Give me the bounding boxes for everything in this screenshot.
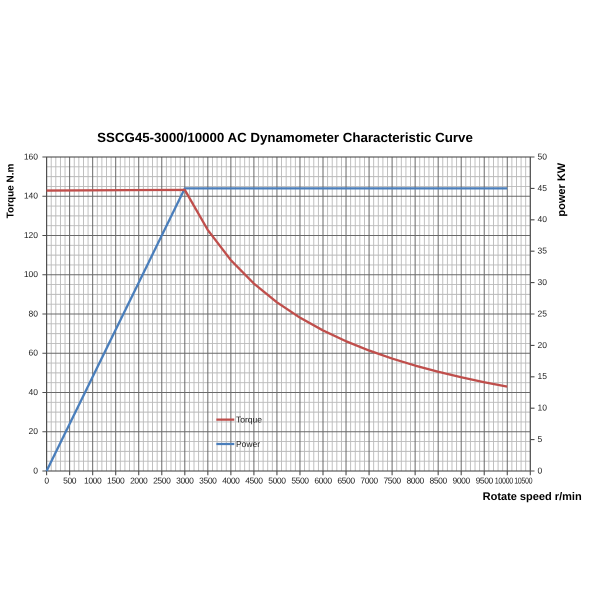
svg-text:Rotate speed r/min: Rotate speed r/min [483, 491, 582, 503]
svg-text:Torque N.m: Torque N.m [6, 163, 17, 218]
svg-text:20: 20 [538, 340, 548, 350]
svg-text:35: 35 [538, 246, 548, 256]
svg-text:15: 15 [538, 371, 548, 381]
svg-text:0: 0 [538, 465, 543, 475]
svg-text:6500: 6500 [337, 476, 355, 486]
svg-text:5500: 5500 [291, 476, 309, 486]
svg-text:10: 10 [538, 403, 548, 413]
svg-text:20: 20 [29, 426, 39, 436]
svg-text:Torque: Torque [236, 415, 262, 425]
svg-text:10000: 10000 [495, 476, 514, 486]
svg-text:140: 140 [24, 191, 38, 201]
svg-text:1500: 1500 [107, 476, 125, 486]
svg-text:5000: 5000 [268, 476, 286, 486]
svg-text:160: 160 [24, 151, 38, 161]
svg-text:1000: 1000 [84, 476, 102, 486]
svg-text:50: 50 [538, 151, 548, 161]
svg-text:power KW: power KW [556, 162, 568, 216]
svg-text:Power: Power [236, 439, 260, 449]
svg-text:4000: 4000 [222, 476, 240, 486]
svg-text:60: 60 [29, 348, 39, 358]
svg-text:10500: 10500 [514, 476, 533, 486]
svg-text:45: 45 [538, 183, 548, 193]
svg-text:500: 500 [63, 476, 77, 486]
svg-text:8000: 8000 [406, 476, 424, 486]
svg-text:30: 30 [538, 277, 548, 287]
svg-text:9000: 9000 [453, 476, 471, 486]
svg-text:7500: 7500 [383, 476, 401, 486]
svg-text:2500: 2500 [153, 476, 171, 486]
svg-text:5: 5 [538, 434, 543, 444]
svg-text:2000: 2000 [130, 476, 148, 486]
svg-text:7000: 7000 [360, 476, 378, 486]
svg-text:100: 100 [24, 269, 38, 279]
svg-text:40: 40 [29, 387, 39, 397]
svg-text:80: 80 [29, 308, 39, 318]
svg-text:0: 0 [44, 476, 49, 486]
svg-text:0: 0 [33, 465, 38, 475]
svg-text:25: 25 [538, 308, 548, 318]
svg-text:120: 120 [24, 230, 38, 240]
svg-text:9500: 9500 [476, 476, 494, 486]
svg-text:40: 40 [538, 214, 548, 224]
svg-text:6000: 6000 [314, 476, 332, 486]
svg-text:SSCG45-3000/10000 AC Dynamomet: SSCG45-3000/10000 AC Dynamometer Charact… [97, 130, 473, 145]
svg-text:3000: 3000 [176, 476, 194, 486]
svg-text:3500: 3500 [199, 476, 217, 486]
svg-text:8500: 8500 [430, 476, 448, 486]
svg-text:4500: 4500 [245, 476, 263, 486]
